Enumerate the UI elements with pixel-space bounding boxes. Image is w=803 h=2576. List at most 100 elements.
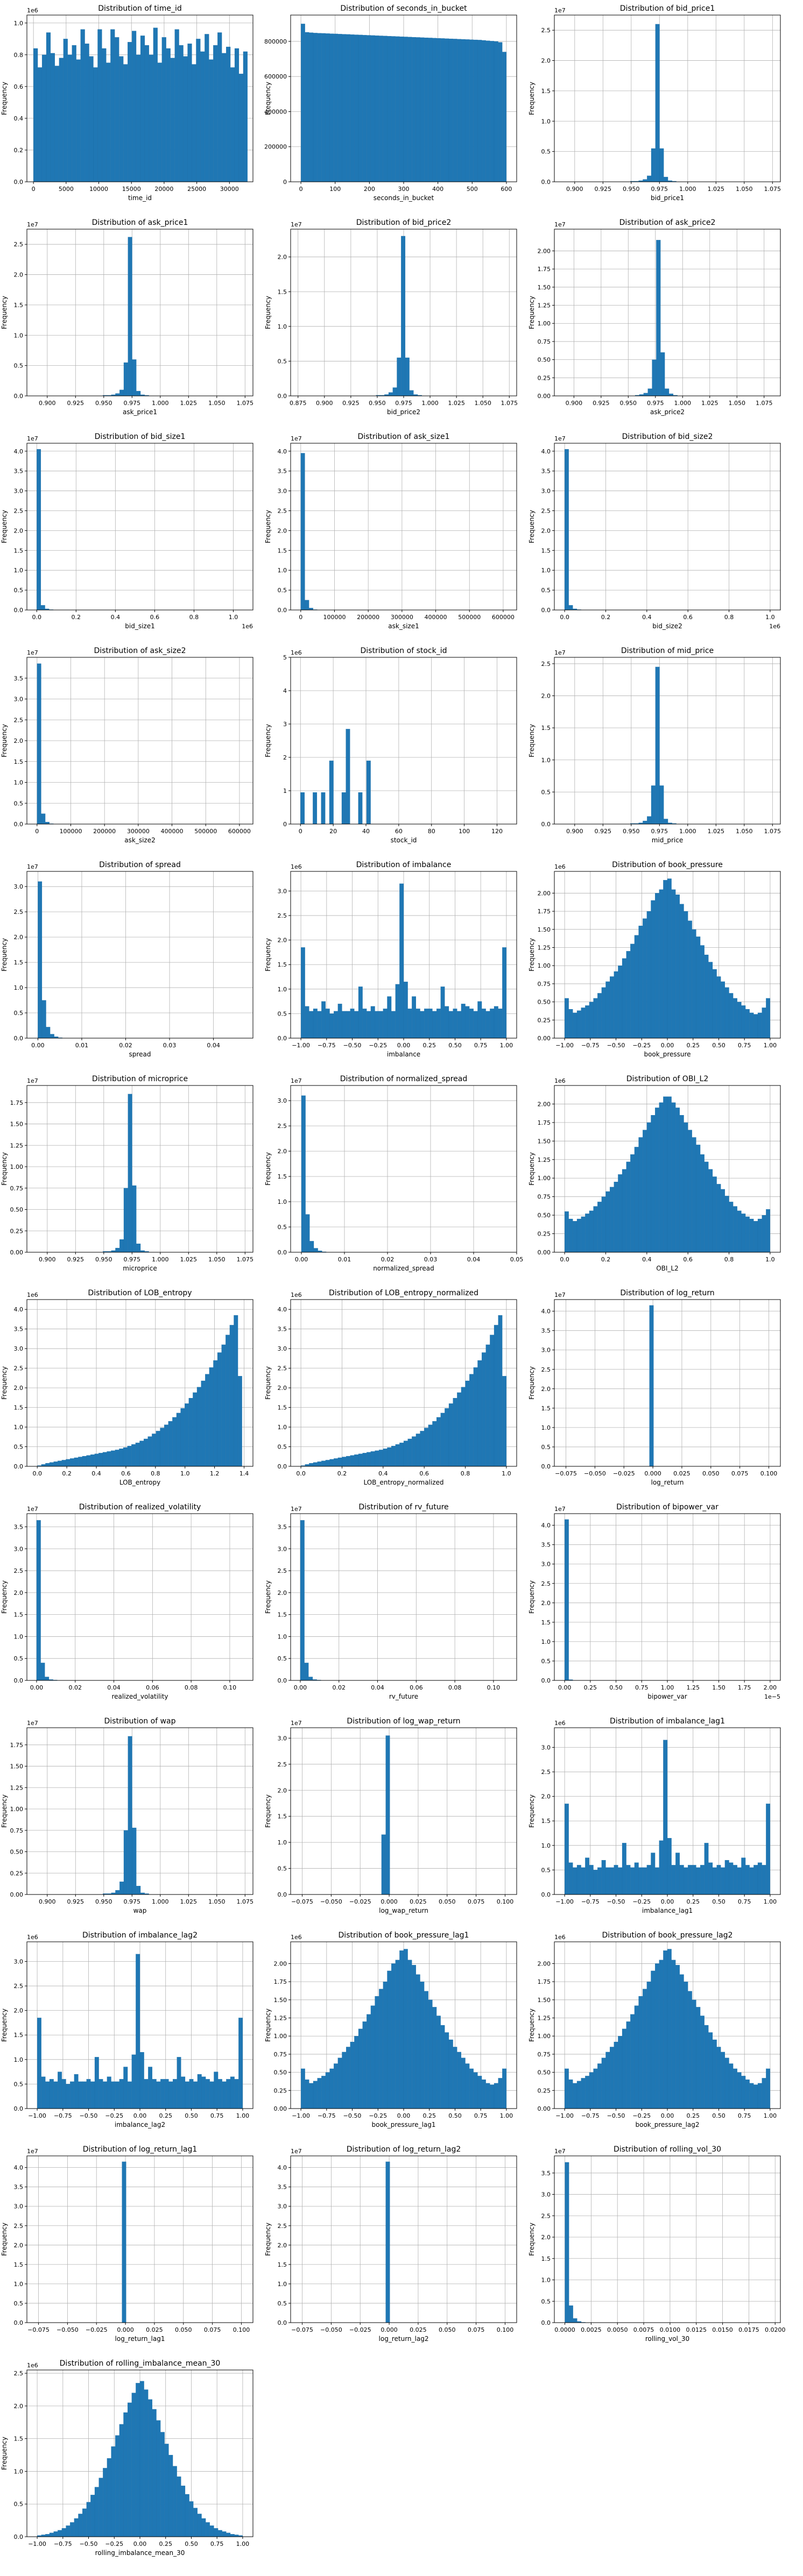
histogram-bar (67, 54, 72, 182)
histogram-bar (94, 2487, 99, 2537)
x-tick-label: 0.075 (468, 1898, 485, 1905)
histogram-bar (217, 2079, 222, 2109)
histogram-bar (469, 1374, 474, 1467)
histogram-bar (622, 1843, 626, 1895)
x-tick-label: 1.025 (701, 400, 719, 407)
y-tick-label: 3.5 (278, 2184, 287, 2191)
x-tick-label: 0.75 (210, 2540, 224, 2547)
y-tick-label: 0.0 (278, 607, 287, 614)
histogram-bar (156, 1431, 160, 1467)
y-offset-label: 1e6 (27, 7, 38, 14)
histogram-bar (180, 1408, 185, 1467)
x-tick-label: 0.4 (111, 614, 121, 621)
histogram-bar (589, 1865, 594, 1895)
x-tick-label: 0.8 (189, 614, 199, 621)
chart-panel: −0.075 −0.050 −0.025 0.000 0.025 0.050 0.075 0.… (528, 1289, 781, 1486)
x-tick-label: 0.6 (683, 614, 693, 621)
histogram-bar (477, 2076, 482, 2109)
histogram-bar (49, 2079, 54, 2109)
x-tick-label: 0.75 (474, 2112, 488, 2119)
histogram-bar (160, 1428, 165, 1467)
x-tick-label: −0.50 (343, 1042, 362, 1049)
x-tick-label: 0.925 (342, 400, 360, 407)
y-tick-label: 2.5 (14, 716, 24, 723)
x-tick-label: 0.25 (422, 2112, 436, 2119)
histogram-bar (741, 2076, 746, 2109)
histogram-bar (634, 1862, 639, 1895)
histogram-bar (354, 1011, 359, 1039)
y-offset-label: 1e7 (27, 221, 38, 228)
y-tick-label: 0.0 (541, 1891, 551, 1898)
x-tick-label: 0.975 (651, 186, 668, 193)
y-axis-label: Frequency (1, 296, 8, 329)
y-tick-label: 1.0 (14, 1633, 24, 1640)
histogram-bar (660, 352, 665, 396)
histogram-bar (432, 2007, 437, 2109)
y-offset-label: 1e7 (291, 1506, 302, 1513)
histogram-bar (688, 1865, 692, 1895)
x-tick-label: −0.25 (632, 1042, 651, 1049)
x-axis-label: imbalance_lag1 (642, 1907, 693, 1914)
x-tick-label: −0.75 (318, 1042, 336, 1049)
histogram-bar (440, 2025, 445, 2109)
x-tick-label: 1.025 (448, 400, 465, 407)
histogram-bar (106, 62, 111, 182)
histogram-bar (753, 1865, 758, 1895)
x-tick-label: 0.050 (439, 1898, 456, 1905)
y-tick-label: 2.5 (14, 241, 24, 248)
y-tick-label: 0.25 (274, 2087, 287, 2094)
x-tick-label: 0.900 (316, 400, 333, 407)
x-tick-label: 0.03 (163, 1042, 177, 1049)
x-tick-label: −0.75 (318, 2112, 336, 2119)
x-tick-label: 100000 (59, 828, 82, 835)
histogram-bar (309, 1463, 314, 1467)
histogram-bar (403, 37, 408, 182)
chart-panel: −1.00 −0.75 −0.50 −0.25 0.00 0.25 0.50 0.75 1.00… (264, 1931, 517, 2128)
y-tick-label: 0.50 (538, 357, 551, 364)
histogram-bar (502, 947, 507, 1039)
histogram-bar (749, 1218, 754, 1253)
histogram-bar (115, 1890, 120, 1895)
x-tick-label: 600000 (228, 828, 251, 835)
histogram-bar (654, 1108, 659, 1253)
x-tick-label: 0.925 (595, 186, 612, 193)
histogram-bar (119, 389, 124, 396)
histogram-bar (115, 1247, 120, 1253)
histogram-bar (329, 33, 334, 182)
x-tick-label: 0.10 (223, 1684, 237, 1691)
x-tick-label: 0.975 (395, 400, 412, 407)
y-tick-label: 0.50 (538, 1212, 551, 1219)
x-axis-label: LOB_entropy (119, 1479, 160, 1486)
y-tick-label: 1.5 (14, 547, 24, 554)
y-tick-label: 0.5 (278, 1010, 287, 1017)
histogram-bar (313, 2081, 318, 2109)
histogram-bar (712, 2039, 717, 2109)
histogram-bar (721, 1867, 725, 1895)
y-tick-label: 0.0 (14, 2319, 24, 2326)
histogram-bar (86, 2502, 91, 2537)
histogram-bar (469, 1009, 474, 1039)
x-tick-label: −0.075 (291, 2326, 313, 2333)
x-tick-label: 1.050 (208, 1898, 226, 1905)
histogram-bar (741, 1005, 746, 1039)
histogram-bar (222, 2531, 227, 2537)
y-tick-label: 0.0 (14, 1677, 24, 1684)
histogram-bar (729, 1862, 734, 1895)
histogram-bar (704, 954, 709, 1039)
y-tick-label: 2.5 (541, 507, 551, 514)
y-tick-label: 1.5 (14, 2261, 24, 2268)
histogram-bar (391, 36, 396, 182)
histogram-bar (409, 390, 414, 396)
x-tick-label: 0.00 (295, 1256, 308, 1263)
histogram-bar (485, 1011, 490, 1039)
histogram-bar (630, 2014, 635, 2109)
y-tick-label: 4.0 (278, 2165, 287, 2171)
x-tick-label: 300000 (127, 828, 150, 835)
y-tick-label: 0.5 (14, 1444, 24, 1451)
histogram-bar (679, 1115, 684, 1253)
x-tick-label: 0.50 (185, 2112, 198, 2119)
histogram-bar (192, 64, 196, 182)
histogram-bar (46, 1027, 51, 1039)
y-axis-label: Frequency (1, 724, 8, 757)
y-tick-label: 0.25 (538, 374, 551, 381)
